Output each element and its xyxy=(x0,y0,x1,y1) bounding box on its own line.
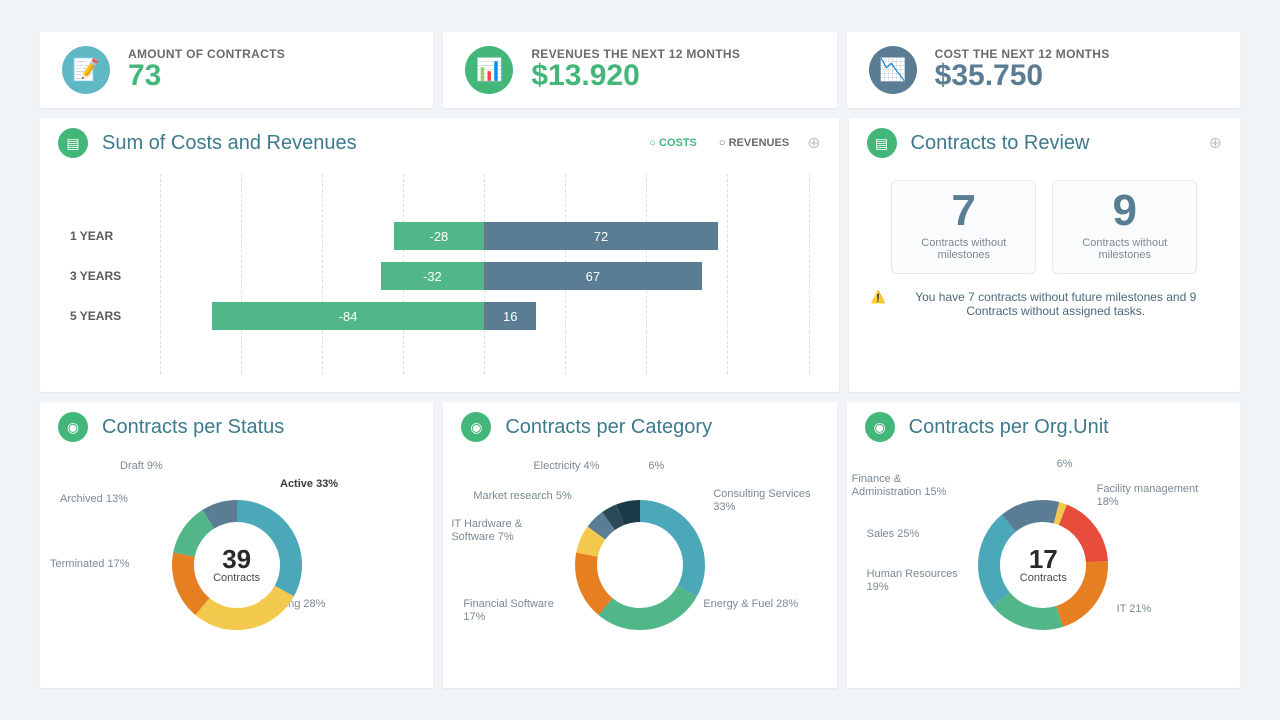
donut-label: 6% xyxy=(1057,458,1073,471)
donut-chart: Active 33%Pending 28%Terminated 17%Archi… xyxy=(40,448,433,688)
donut-center-label: Contracts xyxy=(213,572,260,584)
panel-donut: ◉ Contracts per Org.Unit 6%Facility manage… xyxy=(847,402,1240,688)
target-icon[interactable]: ⊕ xyxy=(807,133,820,153)
donut-chart: Consulting Services 33% Energy & Fuel 28%… xyxy=(443,448,836,688)
kpi-value: 73 xyxy=(128,59,285,93)
bar-row: 1 YEAR -2872 xyxy=(70,216,809,256)
bar-pos: 67 xyxy=(484,262,701,290)
review-number: 9 xyxy=(1061,189,1188,233)
bar-label: 1 YEAR xyxy=(70,229,160,243)
donut-label: Energy & Fuel 28% xyxy=(703,598,798,611)
panel-title: Contracts per Org.Unit xyxy=(909,416,1109,439)
donut-center-value: 17 xyxy=(1029,546,1058,572)
panel-donut: ◉ Contracts per Status Active 33%Pending 2… xyxy=(40,402,433,688)
panel-title: Sum of Costs and Revenues xyxy=(102,132,357,155)
warning-message: ⚠️ You have 7 contracts without future m… xyxy=(871,290,1218,318)
review-number: 7 xyxy=(900,189,1027,233)
bar-label: 3 YEARS xyxy=(70,269,160,283)
warning-icon: ⚠️ xyxy=(871,290,886,318)
panel-title: Contracts to Review xyxy=(911,132,1090,155)
chart-up-icon: 📊 xyxy=(465,46,513,94)
review-text: Contracts without milestones xyxy=(1061,237,1188,261)
donut-label: Market research 5% xyxy=(473,490,571,503)
donut-center-value: 39 xyxy=(222,546,251,572)
bar-row: 5 YEARS -8416 xyxy=(70,296,809,336)
bar-neg: -32 xyxy=(381,262,485,290)
bar-pos: 16 xyxy=(484,302,536,330)
bar-row: 3 YEARS -3267 xyxy=(70,256,809,296)
panel-title: Contracts per Category xyxy=(505,416,712,439)
document-icon: 📝 xyxy=(62,46,110,94)
target-icon[interactable]: ⊕ xyxy=(1209,133,1222,153)
review-text: Contracts without milestones xyxy=(900,237,1027,261)
chart-legend: COSTS REVENUES xyxy=(649,137,789,149)
kpi-row: 📝 AMOUNT OF CONTRACTS 73 📊 REVENUES THE … xyxy=(40,32,1240,108)
donut-center-label: Contracts xyxy=(1020,572,1067,584)
donut-label: Sales 25% xyxy=(867,528,920,541)
donut-chart: 6%Facility management 18%IT 21%Human Res… xyxy=(847,448,1240,688)
list-icon: ▤ xyxy=(867,128,897,158)
donut-label: Archived 13% xyxy=(60,493,128,506)
bar-pos: 72 xyxy=(484,222,717,250)
panel-title: Contracts per Status xyxy=(102,416,284,439)
review-box[interactable]: 7 Contracts without milestones xyxy=(891,180,1036,274)
donut-label: Financial Software 17% xyxy=(463,598,573,624)
panel-donut: ◉ Contracts per Category Consulting Servic… xyxy=(443,402,836,688)
kpi-contracts: 📝 AMOUNT OF CONTRACTS 73 xyxy=(40,32,433,108)
chart-icon: ◉ xyxy=(865,412,895,442)
chart-icon: ◉ xyxy=(461,412,491,442)
diverging-bar-chart: 1 YEAR -2872 3 YEARS -3267 5 YEARS -8416 xyxy=(40,164,839,392)
donut-label: Terminated 17% xyxy=(50,558,130,571)
kpi-value: $35.750 xyxy=(935,59,1110,93)
panel-costs-revenues: ▤ Sum of Costs and Revenues COSTS REVENU… xyxy=(40,118,839,392)
review-box[interactable]: 9 Contracts without milestones xyxy=(1052,180,1197,274)
donut-label: Draft 9% xyxy=(120,460,163,473)
donut-label: Finance & Administration 15% xyxy=(852,473,962,499)
donut-label: Active 33% xyxy=(280,478,338,491)
donut-label: IT 21% xyxy=(1117,603,1152,616)
kpi-cost: 📉 COST THE NEXT 12 MONTHS $35.750 xyxy=(847,32,1240,108)
donut-label: IT Hardware & Software 7% xyxy=(451,518,561,544)
list-icon: ▤ xyxy=(58,128,88,158)
dashboard: 📝 AMOUNT OF CONTRACTS 73 📊 REVENUES THE … xyxy=(0,0,1280,720)
bar-neg: -28 xyxy=(394,222,485,250)
donut-label: 6% xyxy=(648,460,664,473)
kpi-revenues: 📊 REVENUES THE NEXT 12 MONTHS $13.920 xyxy=(443,32,836,108)
bar-label: 5 YEARS xyxy=(70,309,160,323)
donut-label: Consulting Services 33% xyxy=(713,488,823,514)
kpi-value: $13.920 xyxy=(531,59,740,93)
chart-down-icon: 📉 xyxy=(869,46,917,94)
bar-neg: -84 xyxy=(212,302,484,330)
panel-contracts-review: ▤ Contracts to Review ⊕ 7 Contracts witho… xyxy=(849,118,1240,392)
donut-label: Electricity 4% xyxy=(533,460,599,473)
donut-label: Human Resources 19% xyxy=(867,568,977,594)
chart-icon: ◉ xyxy=(58,412,88,442)
